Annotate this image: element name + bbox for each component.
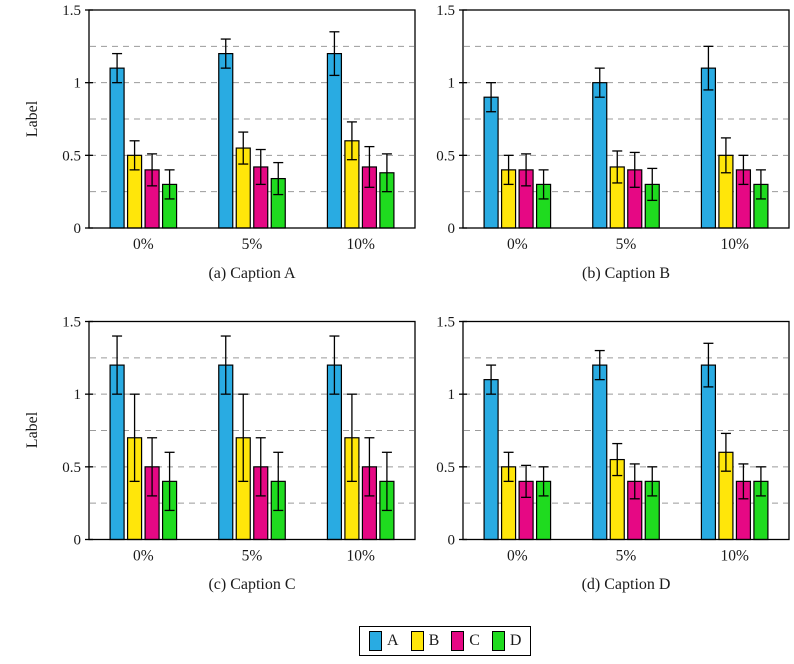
legend-entry-a: A [369, 631, 399, 651]
legend: A B C D [359, 626, 532, 656]
subplot-caption-a: (a) Caption A [208, 265, 296, 282]
subplot-d: 0% 5% 10% 0 0.5 1 1.5 [436, 315, 790, 565]
legend-entry-d: D [491, 631, 522, 651]
y-tick-label: 1.5 [62, 315, 81, 331]
y-axis-label-a: Label [24, 100, 41, 137]
y-tick-label: 0.5 [62, 148, 81, 164]
x-tick-label: 10% [720, 236, 749, 253]
y-tick-label: 1 [74, 387, 82, 403]
charts-canvas: 0% 5% 10%00.511.5 0% 5% 10%00.511.5 0% 5% 10%0… [24, 3, 790, 593]
plot-border [88, 9, 416, 229]
bar-a-0% [483, 379, 499, 541]
x-tick-label: 0% [507, 548, 528, 565]
y-tick-label: 0.5 [62, 460, 81, 476]
subplot-caption-b: (b) Caption B [582, 265, 670, 282]
subplot-caption-d: (d) Caption D [582, 576, 671, 593]
legend-label-c: C [469, 632, 480, 649]
plot-area [463, 10, 789, 228]
y-axis-label-c: Label [24, 411, 41, 448]
legend-label-a: A [387, 632, 399, 649]
legend-swatch-c [451, 631, 465, 651]
legend-label-b: B [428, 632, 440, 649]
bar-a-5% [592, 364, 608, 541]
x-tick-label: 5% [242, 236, 263, 253]
bar-a-0% [483, 96, 499, 229]
subplot-a: 0% 5% 10% 0 0.5 1 1.5 [62, 3, 416, 253]
subplot-c: 0% 5% 10% 0 0.5 1 1.5 [62, 315, 416, 565]
plot-area [463, 321, 789, 540]
y-tick-label: 0 [74, 221, 82, 237]
plot-area [89, 321, 415, 540]
y-tick-label: 0 [448, 533, 456, 549]
y-tick-label: 1.5 [436, 315, 455, 331]
legend-swatch-b [410, 631, 424, 651]
x-tick-label: 10% [720, 548, 749, 565]
bar-a-10% [700, 364, 717, 541]
x-tick-label: 0% [133, 548, 154, 565]
y-tick-label: 1.5 [436, 3, 455, 19]
x-tick-label: 5% [616, 548, 637, 565]
bar-a-10% [700, 67, 717, 229]
legend-swatch-a [369, 631, 382, 651]
legend-entry-c: C [451, 631, 480, 651]
x-tick-label: 5% [242, 548, 263, 565]
y-tick-label: 0.5 [436, 460, 455, 476]
plot-border [462, 320, 790, 541]
bar-a-0% [109, 67, 125, 229]
x-tick-label: 10% [346, 236, 375, 253]
bar-a-5% [218, 52, 234, 229]
y-tick-label: 1.5 [62, 3, 81, 19]
x-tick-label: 0% [133, 236, 154, 253]
plot-border [88, 320, 416, 541]
legend-entry-b: B [410, 631, 440, 651]
plot-area [89, 10, 415, 228]
plot-border [462, 9, 790, 229]
x-tick-label: 5% [616, 236, 637, 253]
legend-swatch-d [491, 631, 505, 651]
y-tick-label: 1 [448, 387, 456, 403]
legend-label-d: D [509, 632, 522, 649]
y-tick-label: 0 [448, 221, 456, 237]
y-tick-label: 1 [74, 76, 82, 92]
x-tick-label: 10% [346, 548, 375, 565]
subplot-caption-c: (c) Caption C [208, 576, 295, 593]
bar-a-10% [326, 52, 343, 229]
y-tick-label: 1 [448, 76, 456, 92]
y-tick-label: 0 [74, 533, 82, 549]
subplot-b: 0% 5% 10% 0 0.5 1 1.5 [436, 3, 790, 253]
x-tick-label: 0% [507, 236, 528, 253]
y-tick-label: 0.5 [436, 148, 455, 164]
bar-a-5% [592, 82, 608, 229]
